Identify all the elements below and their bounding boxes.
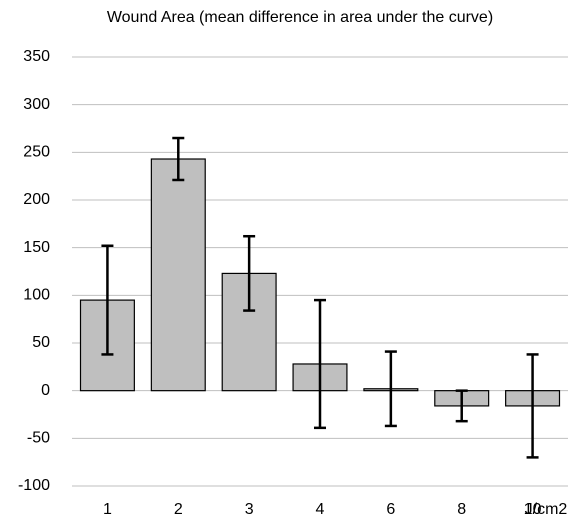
error-bar bbox=[455, 389, 468, 423]
error-bar bbox=[101, 244, 114, 356]
x-tick-label: 10 bbox=[524, 501, 542, 518]
x-tick-label: 8 bbox=[457, 501, 466, 518]
error-bar bbox=[243, 234, 256, 312]
y-tick-label: 250 bbox=[23, 144, 50, 161]
error-bar bbox=[384, 350, 397, 428]
y-tick-label: 350 bbox=[23, 48, 50, 65]
y-tick-label: 300 bbox=[23, 96, 50, 113]
bar bbox=[150, 158, 206, 392]
y-tick-label: 100 bbox=[23, 287, 50, 304]
x-tick-label: 3 bbox=[245, 501, 254, 518]
chart-title: Wound Area (mean difference in area unde… bbox=[107, 9, 493, 26]
error-bar bbox=[172, 136, 185, 182]
x-tick-label: 6 bbox=[386, 501, 395, 518]
y-tick-label: 150 bbox=[23, 239, 50, 256]
error-bar bbox=[314, 298, 326, 430]
y-tick-label: -100 bbox=[18, 477, 50, 494]
x-axis-label: J/cm2 bbox=[525, 501, 568, 518]
y-tick-label: 0 bbox=[41, 382, 50, 399]
y-tick-label: -50 bbox=[27, 430, 50, 447]
x-tick-label: 2 bbox=[174, 501, 183, 518]
error-bar bbox=[526, 353, 539, 459]
y-tick-label: 50 bbox=[32, 334, 50, 351]
x-tick-label: 4 bbox=[316, 501, 325, 518]
x-tick-label: 1 bbox=[103, 501, 112, 518]
y-tick-label: 200 bbox=[23, 191, 50, 208]
